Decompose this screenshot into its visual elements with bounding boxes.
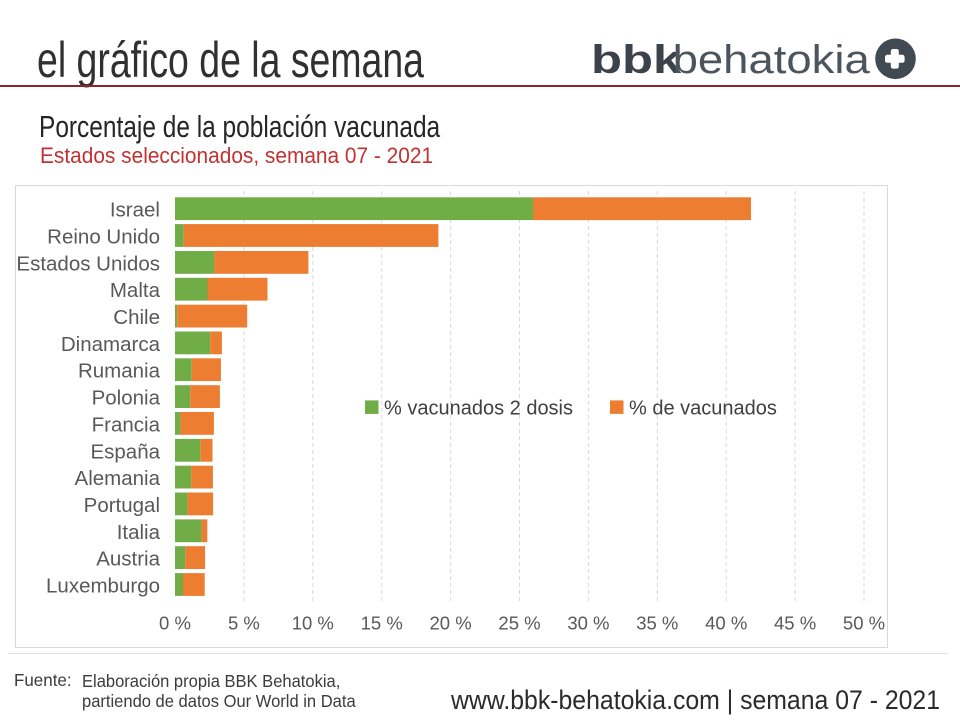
svg-text:50 %: 50 %	[843, 613, 885, 634]
svg-text:30 %: 30 %	[567, 613, 609, 634]
svg-text:Reino Unido: Reino Unido	[47, 226, 160, 249]
svg-text:Rumania: Rumania	[78, 360, 161, 383]
svg-text:35 %: 35 %	[636, 613, 678, 634]
svg-text:Estados Unidos: Estados Unidos	[16, 252, 160, 275]
svg-text:España: España	[90, 440, 160, 463]
svg-text:bbk: bbk	[591, 37, 682, 82]
svg-text:Italia: Italia	[117, 521, 161, 544]
svg-text:Austria: Austria	[96, 548, 160, 571]
svg-text:Malta: Malta	[110, 279, 161, 302]
svg-text:Luxemburgo: Luxemburgo	[46, 575, 160, 598]
svg-text:% de vacunados: % de vacunados	[629, 398, 777, 420]
svg-text:40 %: 40 %	[705, 613, 747, 634]
svg-text:behatokia: behatokia	[673, 37, 870, 82]
svg-text:Polonia: Polonia	[92, 387, 161, 410]
svg-text:% vacunados 2 dosis: % vacunados 2 dosis	[384, 398, 573, 420]
svg-text:10 %: 10 %	[292, 613, 334, 634]
svg-text:Chile: Chile	[113, 306, 160, 329]
svg-text:Israel: Israel	[110, 199, 160, 222]
svg-text:Alemania: Alemania	[75, 467, 161, 490]
svg-text:Dinamarca: Dinamarca	[61, 333, 161, 356]
svg-text:5 %: 5 %	[228, 613, 260, 634]
svg-text:Portugal: Portugal	[84, 494, 160, 517]
svg-text:20 %: 20 %	[430, 613, 472, 634]
svg-text:15 %: 15 %	[361, 613, 403, 634]
svg-text:25 %: 25 %	[498, 613, 540, 634]
svg-text:0 %: 0 %	[159, 613, 191, 634]
svg-text:45 %: 45 %	[774, 613, 816, 634]
svg-text:Francia: Francia	[92, 413, 161, 436]
